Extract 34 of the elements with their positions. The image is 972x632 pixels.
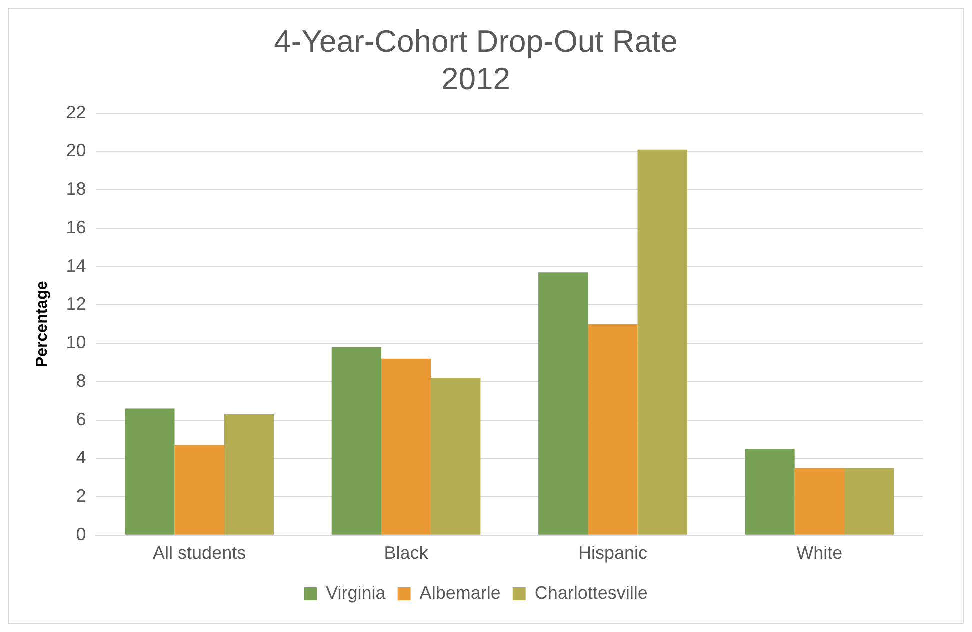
chart-title: 4-Year-Cohort Drop-Out Rate: [274, 24, 678, 60]
bar: [381, 358, 432, 535]
bar: [431, 378, 481, 535]
y-tick-label: 4: [76, 448, 86, 468]
legend-label: Charlottesville: [534, 582, 648, 603]
bar: [538, 272, 588, 535]
bar: [588, 324, 638, 535]
bar: [332, 347, 382, 535]
y-tick-label: 16: [66, 217, 86, 238]
bar: [125, 408, 175, 535]
bar: [174, 445, 224, 535]
y-tick-label: 14: [66, 256, 86, 276]
legend-label: Virginia: [326, 582, 387, 603]
x-tick-label: Hispanic: [578, 543, 648, 564]
x-tick-label: All students: [153, 543, 246, 564]
x-tick-label: White: [796, 543, 843, 564]
bar: [638, 150, 688, 535]
y-tick-label: 18: [66, 179, 86, 200]
y-tick-label: 0: [76, 524, 86, 544]
y-tick-label: 12: [66, 294, 86, 314]
bar: [224, 414, 274, 535]
y-axis-title: Percentage: [34, 281, 52, 368]
y-tick-label: 20: [66, 140, 86, 161]
chart-subtitle: 2012: [442, 61, 510, 96]
x-tick-label: Black: [384, 543, 430, 564]
y-tick-label: 6: [76, 409, 86, 430]
legend-label: Albemarle: [420, 582, 501, 603]
bar: [794, 468, 844, 535]
bar: [745, 449, 795, 535]
y-tick-label: 2: [76, 486, 86, 506]
y-tick-label: 22: [66, 102, 86, 122]
y-tick-label: 10: [66, 332, 86, 353]
y-tick-label: 8: [76, 370, 86, 391]
bar: [844, 468, 894, 535]
